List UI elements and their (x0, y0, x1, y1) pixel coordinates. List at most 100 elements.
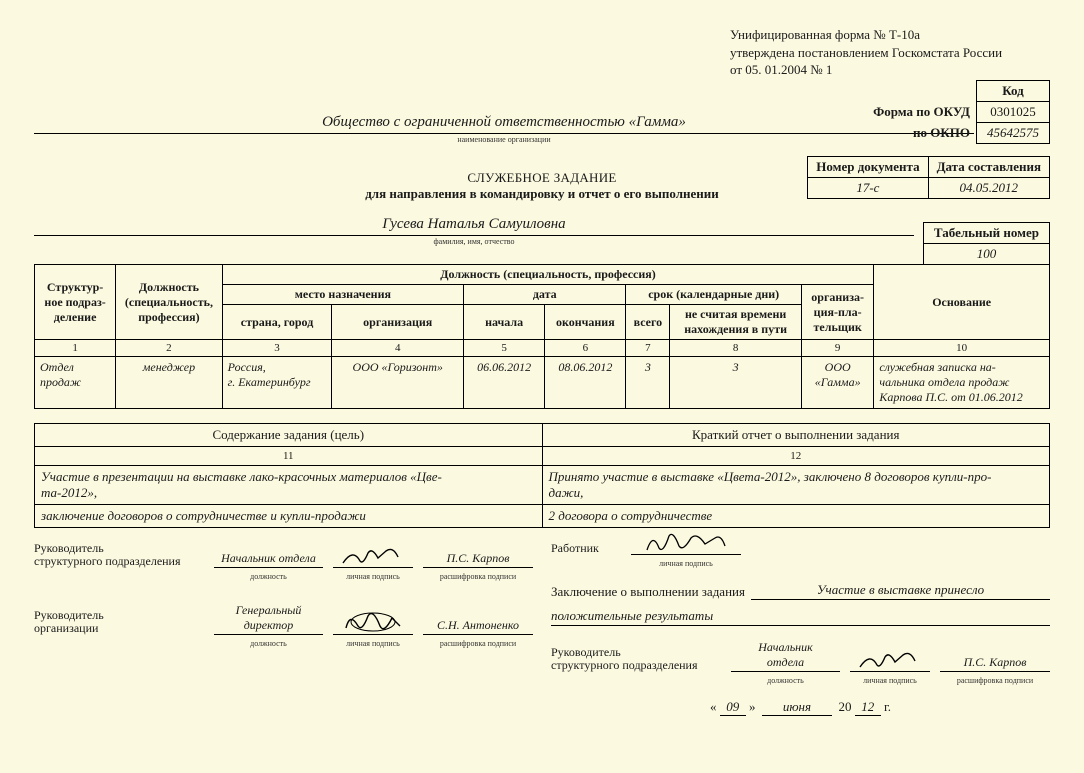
th-post: Должность (специальность, профессия) (116, 265, 222, 340)
docnum-num: 17-с (808, 178, 928, 199)
ruk-podr-label: Руководитель структурного подразделения (34, 542, 204, 568)
org-caption: наименование организации (34, 135, 974, 144)
col-num: 1 (35, 340, 116, 357)
th-basis: Основание (874, 265, 1050, 340)
okud-value: 0301025 (977, 102, 1050, 123)
col-num: 10 (874, 340, 1050, 357)
ruk-podr-sig (333, 567, 413, 568)
tabnum-v: 100 (923, 244, 1049, 265)
kod-header: Код (977, 81, 1050, 102)
tab-number-box: Табельный номер 100 (923, 222, 1050, 265)
col-num: 5 (464, 340, 545, 357)
t2-r1c1: Участие в презентации на выставке лако-к… (35, 466, 543, 505)
date-year: 12 (855, 699, 881, 716)
cell-end: 08.06.2012 (545, 357, 626, 409)
signature-icon (641, 528, 731, 556)
sig-caption: личная подпись (631, 559, 741, 568)
zakl-label: Заключение о выполнении задания (551, 584, 745, 600)
th-dept: Структур- ное подраз- деление (35, 265, 116, 340)
th-term: срок (календарные дни) (626, 285, 802, 305)
task-report-table: Содержание задания (цель) Краткий отчет … (34, 423, 1050, 528)
t2-n1: 11 (35, 447, 543, 466)
date-bottom: « 09 » июня 20 12 г. (551, 699, 1050, 716)
ruk-podr2-post: Начальник отдела (731, 640, 840, 672)
form-line2: утверждена постановлением Госкомстата Ро… (730, 45, 1002, 60)
ruk-podr2-label: Руководитель структурного подразделения (551, 646, 721, 672)
th-org: организация (332, 305, 464, 340)
col-num: 2 (116, 340, 222, 357)
signatures-section: Руководитель структурного подразделения … (34, 542, 1050, 716)
th-total: всего (626, 305, 670, 340)
th-spec: Должность (специальность, профессия) (222, 265, 874, 285)
cell-total: 3 (626, 357, 670, 409)
signature-icon (338, 543, 408, 569)
th-country: страна, город (222, 305, 332, 340)
col-num: 7 (626, 340, 670, 357)
th-payer: организа- ция-пла- тельщик (801, 285, 873, 340)
zakl-v2: положительные результаты (551, 608, 1050, 626)
t2-r2c2: 2 договора о сотрудничестве (542, 505, 1050, 528)
ruk-podr2-decr: П.С. Карпов (940, 655, 1050, 672)
signatures-left: Руководитель структурного подразделения … (34, 542, 533, 716)
t2-r1c2: Принято участие в выставке «Цвета-2012»,… (542, 466, 1050, 505)
th-start: начала (464, 305, 545, 340)
okpo-value: 45642575 (977, 123, 1050, 144)
cell-org: ООО «Горизонт» (332, 357, 464, 409)
sig-caption: личная подпись (850, 676, 930, 685)
ruk-podr-post: Начальник отдела (214, 551, 323, 568)
cell-post: менеджер (116, 357, 222, 409)
org-section: Общество с ограниченной ответственностью… (34, 114, 974, 144)
ruk-podr2-sig (850, 671, 930, 672)
cell-basis: служебная записка на- чальника отдела пр… (874, 357, 1050, 409)
signatures-right: Работник . личная подпись Заключение о в… (551, 542, 1050, 716)
ruk-org-label: Руководитель организации (34, 609, 204, 635)
signature-icon (338, 606, 408, 636)
decr-caption: расшифровка подписи (423, 572, 533, 581)
okud-label: Форма по ОКУД (863, 102, 976, 123)
date-day: 09 (720, 699, 746, 716)
th-date: дата (464, 285, 626, 305)
col-num: 6 (545, 340, 626, 357)
form-line3: от 05. 01.2004 № 1 (730, 62, 832, 77)
okpo-label: по ОКПО (863, 123, 976, 144)
t2-h2: Краткий отчет о выполнении задания (542, 424, 1050, 447)
date-month: июня (762, 699, 832, 716)
decr-caption: расшифровка подписи (423, 639, 533, 648)
rabotnik-sig (631, 554, 741, 555)
fio-value: Гусева Наталья Самуиловна (34, 216, 914, 236)
col-num: 4 (332, 340, 464, 357)
form-page: Унифицированная форма № Т-10а утверждена… (0, 0, 1084, 773)
rabotnik-label: Работник (551, 542, 621, 555)
ruk-org-post: Генеральный директор (214, 603, 323, 635)
docnum-date: 04.05.2012 (928, 178, 1049, 199)
th-excl: не считая времени нахождения в пути (670, 305, 802, 340)
sig-caption: личная подпись (333, 572, 413, 581)
cell-payer: ООО «Гамма» (801, 357, 873, 409)
cell-start: 06.06.2012 (464, 357, 545, 409)
ruk-podr-decr: П.С. Карпов (423, 551, 533, 568)
signature-icon (855, 647, 925, 673)
fio-caption: фамилия, имя, отчество (34, 237, 914, 246)
cell-dept: Отдел продаж (35, 357, 116, 409)
org-name: Общество с ограниченной ответственностью… (34, 114, 974, 134)
main-table: Структур- ное подраз- деление Должность … (34, 264, 1050, 409)
t2-n2: 12 (542, 447, 1050, 466)
zakl-v1: Участие в выставке принесло (751, 582, 1050, 600)
ruk-org-decr: С.Н. Антоненко (423, 618, 533, 635)
tabnum-h: Табельный номер (923, 223, 1049, 244)
code-box: Код Форма по ОКУД 0301025 по ОКПО 456425… (863, 80, 1050, 144)
ruk-org-sig (333, 634, 413, 635)
form-header-text: Унифицированная форма № Т-10а утверждена… (730, 26, 1050, 79)
post-caption: должность (731, 676, 840, 685)
th-dest: место назначения (222, 285, 463, 305)
cell-excl: 3 (670, 357, 802, 409)
docnum-h1: Номер документа (808, 157, 928, 178)
col-num: 8 (670, 340, 802, 357)
decr-caption: расшифровка подписи (940, 676, 1050, 685)
form-line1: Унифицированная форма № Т-10а (730, 27, 920, 42)
sig-caption: личная подпись (333, 639, 413, 648)
cell-country: Россия, г. Екатеринбург (222, 357, 332, 409)
doc-number-box: Номер документа Дата составления 17-с 04… (807, 156, 1050, 199)
col-num: 3 (222, 340, 332, 357)
t2-r2c1: заключение договоров о сотрудничестве и … (35, 505, 543, 528)
